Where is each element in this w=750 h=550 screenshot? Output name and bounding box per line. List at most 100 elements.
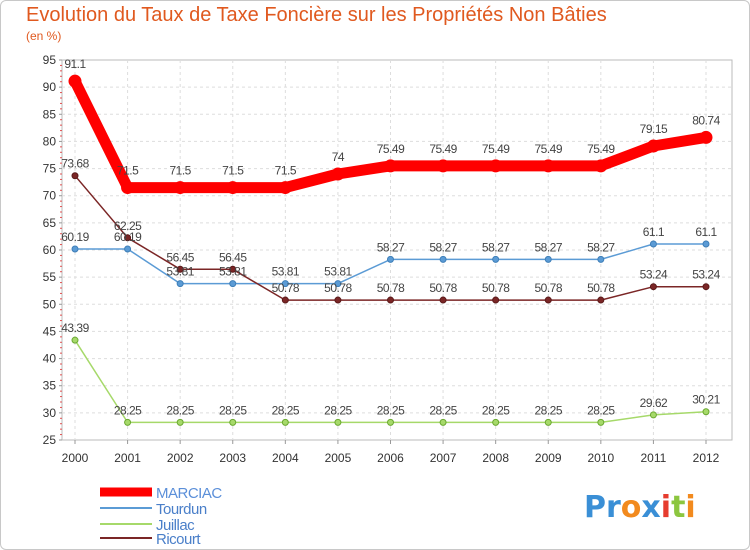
y-tick-label: 85 [43, 107, 57, 121]
data-label-ricourt: 50.78 [587, 281, 615, 295]
data-label-marciac: 71.5 [275, 164, 297, 178]
data-label-juillac: 28.25 [534, 403, 562, 417]
data-point-marciac [541, 159, 555, 173]
logo-letter: i [685, 490, 696, 525]
data-label-juillac: 28.25 [219, 403, 247, 417]
data-point-tourdun [544, 255, 552, 263]
x-tick-label: 2008 [482, 451, 509, 465]
data-point-tourdun [439, 255, 447, 263]
x-tick-label: 2005 [325, 451, 352, 465]
legend-label-juillac: Juillac [156, 517, 195, 534]
x-tick-label: 2009 [535, 451, 562, 465]
data-label-juillac: 28.25 [272, 403, 300, 417]
data-label-tourdun: 61.1 [643, 225, 665, 239]
data-point-tourdun [334, 280, 342, 288]
logo-letter: o [620, 490, 642, 525]
data-label-juillac: 29.62 [640, 396, 668, 410]
data-labels: 91.1 71.5 71.5 71.5 71.5 74 75.49 75.49 75.49 75.… [61, 57, 721, 417]
series-points [68, 74, 713, 426]
data-point-tourdun [281, 280, 289, 288]
data-label-ricourt: 50.78 [272, 281, 300, 295]
data-label-marciac: 75.49 [482, 142, 510, 156]
data-point-marciac [121, 181, 135, 195]
data-label-juillac: 28.25 [587, 403, 615, 417]
y-tick-label: 90 [43, 80, 57, 94]
data-point-juillac [71, 336, 79, 344]
y-tick-label: 35 [43, 379, 57, 393]
data-label-juillac: 28.25 [429, 403, 457, 417]
x-tick-label: 2012 [693, 451, 720, 465]
data-label-juillac: 28.25 [324, 403, 352, 417]
y-tick-label: 95 [43, 53, 57, 67]
data-label-ricourt: 53.24 [692, 268, 720, 282]
data-point-juillac [387, 418, 394, 426]
y-tick-label: 70 [43, 189, 57, 203]
y-tick-label: 80 [43, 134, 57, 148]
data-label-ricourt: 73.68 [61, 157, 89, 171]
grid-layer [62, 60, 732, 440]
data-point-tourdun [124, 245, 132, 253]
data-label-tourdun: 58.27 [587, 240, 615, 254]
logo-letter: t [671, 490, 686, 525]
data-label-marciac: 75.49 [377, 142, 405, 156]
data-label-tourdun: 53.81 [272, 265, 300, 279]
data-point-juillac [229, 418, 237, 426]
data-label-tourdun: 53.81 [324, 265, 352, 279]
data-point-tourdun [71, 245, 79, 253]
data-label-marciac: 71.5 [222, 164, 244, 178]
logo-letter: P [584, 490, 606, 525]
data-point-juillac [334, 418, 342, 426]
data-label-marciac: 75.49 [587, 142, 615, 156]
x-tick-label: 2000 [62, 451, 89, 465]
data-label-ricourt: 50.78 [324, 281, 352, 295]
y-tick-label: 75 [43, 162, 57, 176]
y-tick-label: 60 [43, 243, 57, 257]
data-label-marciac: 75.49 [429, 142, 457, 156]
data-label-juillac: 28.25 [166, 403, 194, 417]
data-point-ricourt [281, 296, 289, 304]
data-label-tourdun: 58.27 [534, 240, 562, 254]
proxiti-logo: Proxiti [584, 490, 696, 525]
data-label-marciac: 91.1 [64, 57, 86, 71]
data-point-ricourt [176, 265, 184, 273]
data-point-ricourt [439, 296, 447, 304]
data-point-tourdun [702, 240, 710, 248]
y-tick-label: 55 [43, 270, 57, 284]
data-point-tourdun [387, 255, 394, 263]
data-point-marciac [331, 167, 345, 181]
data-label-ricourt: 50.78 [377, 281, 405, 295]
x-tick-label: 2002 [167, 451, 194, 465]
data-label-ricourt: 50.78 [482, 281, 510, 295]
data-label-tourdun: 53.81 [166, 265, 194, 279]
legend-label-marciac: MARCIAC [156, 485, 222, 502]
data-point-juillac [439, 418, 447, 426]
data-label-marciac: 74 [332, 150, 345, 164]
data-point-marciac [436, 159, 450, 173]
data-point-marciac [278, 181, 292, 195]
y-tick-label: 50 [43, 297, 57, 311]
data-point-marciac [384, 159, 397, 173]
data-point-marciac [68, 74, 82, 88]
data-point-marciac [226, 181, 240, 195]
y-tick-label: 65 [43, 216, 57, 230]
data-point-juillac [281, 418, 289, 426]
data-label-tourdun: 58.27 [429, 240, 457, 254]
x-tick-label: 2001 [114, 451, 141, 465]
axis-layer: 25 30 35 40 45 50 55 60 65 70 75 80 85 90 95 2000 2001 20… [43, 53, 720, 465]
x-tick-label: 2007 [430, 451, 457, 465]
data-point-tourdun [649, 240, 657, 248]
data-label-marciac: 79.15 [640, 122, 668, 136]
data-point-juillac [597, 418, 605, 426]
data-point-ricourt [649, 283, 657, 291]
y-tick-label: 45 [43, 324, 57, 338]
data-point-ricourt [387, 296, 394, 304]
data-point-ricourt [334, 296, 342, 304]
data-label-juillac: 28.25 [114, 403, 142, 417]
data-label-marciac: 71.5 [117, 164, 139, 178]
legend-label-ricourt: Ricourt [156, 531, 201, 548]
logo-letter: x [641, 490, 661, 525]
data-label-ricourt: 50.78 [534, 281, 562, 295]
data-label-juillac: 28.25 [482, 403, 510, 417]
data-point-juillac [124, 418, 132, 426]
